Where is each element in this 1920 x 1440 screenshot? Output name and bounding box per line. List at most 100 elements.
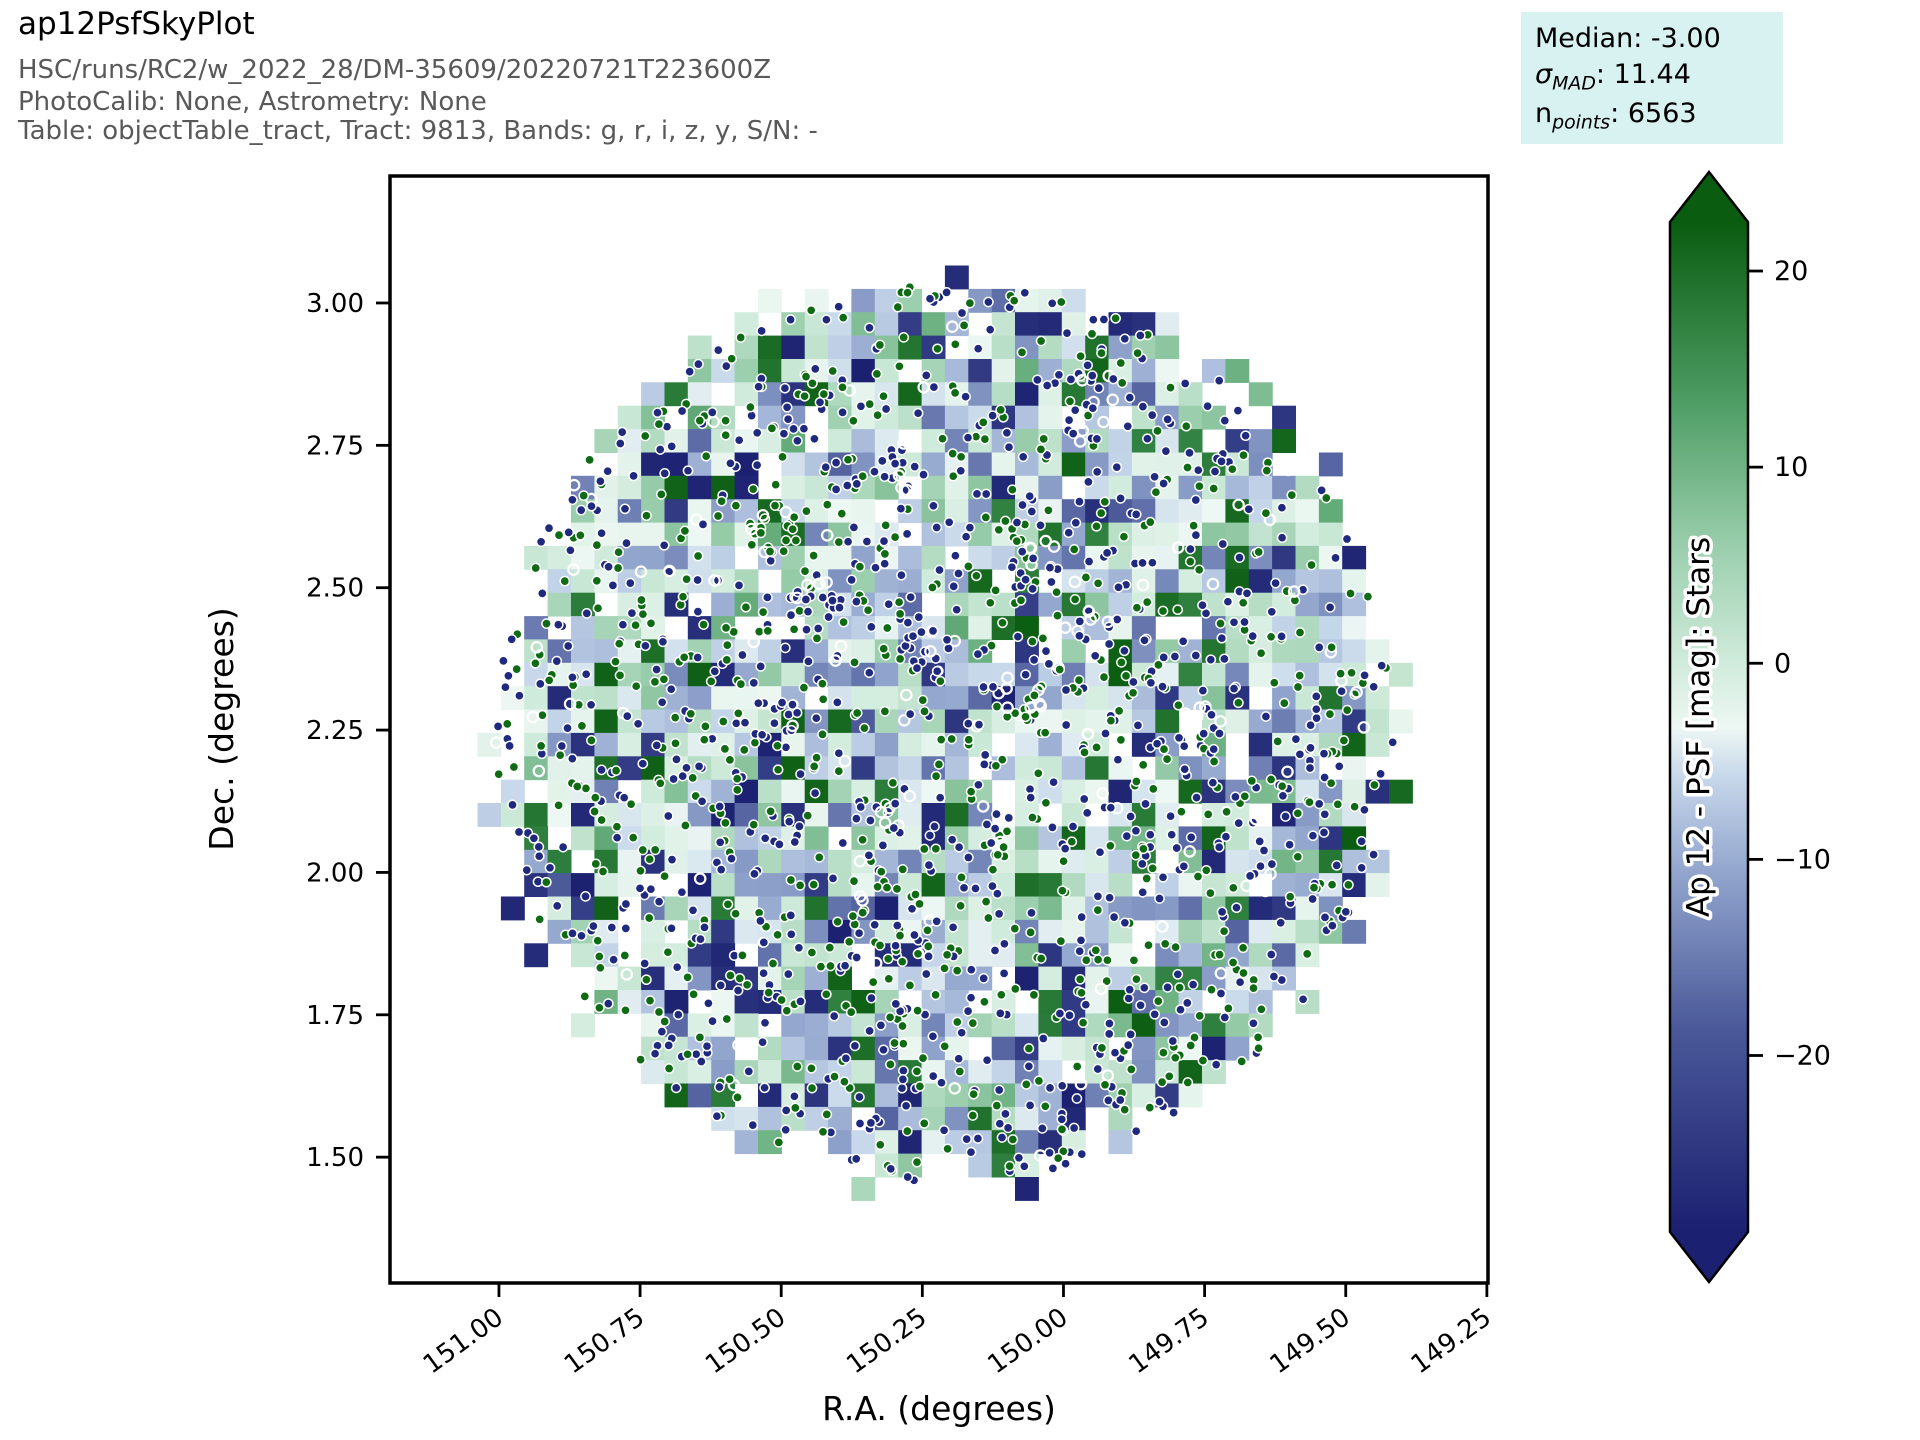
scatter-point bbox=[498, 655, 509, 667]
heatmap-cell bbox=[1061, 849, 1086, 874]
scatter-point bbox=[1001, 825, 1013, 837]
scatter-point bbox=[987, 864, 999, 876]
heatmap-cell bbox=[944, 849, 969, 874]
scatter-point bbox=[696, 795, 708, 807]
heatmap-cell bbox=[921, 452, 946, 477]
heatmap-cell bbox=[1038, 896, 1063, 921]
heatmap-cell bbox=[1365, 639, 1390, 664]
scatter-point bbox=[799, 390, 810, 402]
scatter-point bbox=[1075, 373, 1089, 387]
heatmap-cell bbox=[828, 662, 852, 687]
scatter-point bbox=[817, 592, 829, 603]
heatmap-cell bbox=[641, 569, 665, 594]
scatter-point bbox=[1110, 312, 1121, 324]
scatter-point bbox=[927, 1030, 939, 1042]
scatter-point bbox=[1123, 993, 1135, 1004]
scatter-point bbox=[859, 722, 870, 734]
scatter-point bbox=[1074, 1077, 1088, 1091]
scatter-point bbox=[735, 332, 747, 343]
scatter-point bbox=[1046, 297, 1058, 309]
scatter-point bbox=[528, 832, 540, 844]
scatter-point bbox=[789, 1102, 801, 1114]
scatter-point bbox=[1192, 871, 1204, 882]
heatmap-cell bbox=[547, 779, 572, 804]
scatter-point bbox=[747, 483, 759, 495]
scatter-point bbox=[1292, 681, 1304, 693]
heatmap-cell bbox=[1225, 849, 1250, 874]
scatter-point bbox=[878, 390, 889, 402]
scatter-point bbox=[967, 1017, 979, 1029]
scatter-point bbox=[1178, 860, 1190, 872]
scatter-point bbox=[530, 657, 541, 669]
scatter-point bbox=[1178, 740, 1190, 752]
scatter-point bbox=[1017, 499, 1028, 511]
heatmap-cell bbox=[664, 896, 689, 921]
scatter-point bbox=[950, 550, 961, 562]
scatter-point bbox=[1338, 735, 1350, 746]
scatter-point bbox=[851, 952, 863, 963]
scatter-point bbox=[1162, 982, 1173, 993]
scatter-point bbox=[752, 697, 764, 709]
scatter-point bbox=[1238, 449, 1249, 461]
scatter-point bbox=[1056, 1113, 1068, 1125]
scatter-point bbox=[1000, 515, 1011, 527]
scatter-point bbox=[1165, 810, 1176, 822]
scatter-point bbox=[730, 908, 741, 920]
heatmap-cell bbox=[687, 382, 712, 407]
heatmap-cell bbox=[1131, 616, 1156, 640]
scatter-point bbox=[1105, 715, 1117, 727]
heatmap-cell bbox=[1295, 803, 1320, 827]
heatmap-cell bbox=[687, 943, 712, 968]
scatter-point bbox=[553, 529, 565, 541]
heatmap-cell bbox=[1038, 756, 1063, 781]
scatter-point bbox=[1234, 976, 1246, 988]
scatter-point bbox=[565, 544, 576, 556]
scatter-point bbox=[1136, 858, 1148, 870]
heatmap-cell bbox=[711, 873, 736, 897]
scatter-point bbox=[785, 874, 797, 886]
scatter-point bbox=[836, 508, 848, 519]
heatmap-cell bbox=[1015, 849, 1039, 874]
scatter-point bbox=[851, 478, 863, 490]
heatmap-cell bbox=[1131, 803, 1156, 827]
scatter-point bbox=[1350, 685, 1363, 699]
scatter-point bbox=[785, 314, 796, 325]
heatmap-cell bbox=[1318, 452, 1343, 477]
scatter-point bbox=[1026, 506, 1038, 517]
heatmap-cell bbox=[1202, 1036, 1226, 1061]
scatter-point bbox=[802, 810, 814, 821]
heatmap-cell bbox=[1178, 919, 1203, 944]
heatmap-cell bbox=[734, 849, 759, 874]
scatter-point bbox=[1074, 616, 1086, 627]
heatmap-cell bbox=[991, 1013, 1016, 1038]
scatter-point bbox=[782, 413, 794, 425]
scatter-point bbox=[1275, 917, 1287, 929]
scatter-point bbox=[606, 922, 618, 933]
heatmap-cell bbox=[571, 896, 595, 921]
heatmap-cell bbox=[804, 1036, 829, 1061]
scatter-point bbox=[892, 301, 904, 313]
scatter-point bbox=[953, 841, 965, 853]
heatmap-cell bbox=[874, 686, 899, 711]
scatter-point bbox=[766, 423, 778, 434]
heatmap-cell bbox=[1015, 826, 1039, 851]
scatter-point bbox=[1138, 982, 1150, 994]
heatmap-cell bbox=[1131, 522, 1156, 547]
scatter-point bbox=[1281, 463, 1295, 477]
scatter-point bbox=[1268, 971, 1280, 982]
scatter-point bbox=[792, 435, 803, 447]
heatmap-cell bbox=[617, 732, 642, 757]
scatter-point bbox=[763, 987, 775, 998]
scatter-point bbox=[668, 773, 679, 785]
scatter-point bbox=[1151, 738, 1163, 750]
scatter-point bbox=[602, 998, 614, 1009]
scatter-point bbox=[1255, 647, 1267, 659]
scatter-point bbox=[779, 642, 791, 654]
scatter-point bbox=[535, 740, 547, 752]
heatmap-cell bbox=[851, 639, 876, 664]
scatter-point bbox=[553, 799, 564, 811]
scatter-point bbox=[1080, 954, 1092, 966]
scatter-point bbox=[947, 470, 959, 482]
scatter-point bbox=[1261, 465, 1273, 476]
heatmap-cell bbox=[804, 803, 829, 827]
